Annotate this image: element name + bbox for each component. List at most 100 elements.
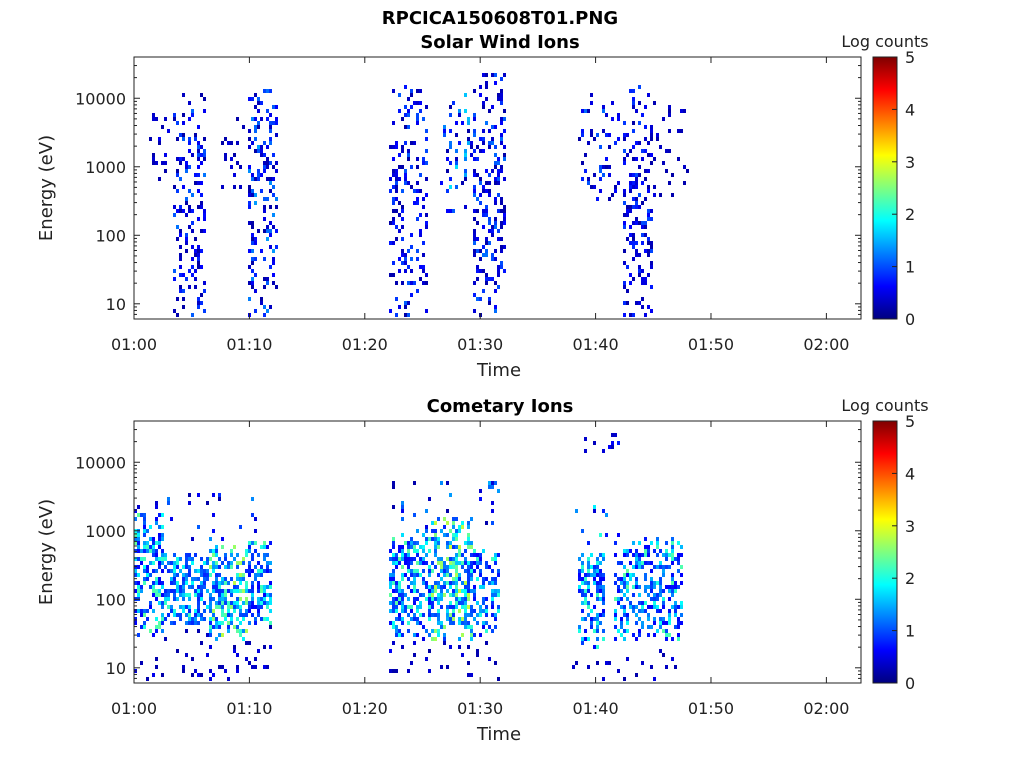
cometary-cell (656, 629, 659, 633)
cometary-cell (620, 577, 623, 581)
cometary-cell (167, 561, 170, 565)
solar-wind-cell (194, 249, 197, 253)
cometary-cell (653, 601, 656, 605)
solar-wind-cell (275, 121, 278, 125)
cometary-cell (395, 609, 398, 613)
solar-wind-cell (491, 73, 494, 77)
cometary-cell (671, 593, 674, 597)
cometary-cell (470, 553, 473, 557)
cometary-cell (596, 589, 599, 593)
solar-wind-cell (500, 201, 503, 205)
solar-wind-cell (485, 121, 488, 125)
solar-wind-cell (395, 173, 398, 177)
solar-wind-cell (581, 133, 584, 137)
cometary-cell (158, 557, 161, 561)
cometary-cell (614, 637, 617, 641)
cometary-cell (158, 589, 161, 593)
solar-wind-cell (197, 253, 200, 257)
cometary-cell (266, 593, 269, 597)
solar-wind-cell (203, 213, 206, 217)
solar-wind-cell (392, 173, 395, 177)
solar-wind-cell (407, 125, 410, 129)
solar-wind-cell (503, 245, 506, 249)
solar-wind-cell (203, 97, 206, 101)
cometary-cell (494, 581, 497, 585)
cometary-cell (446, 617, 449, 621)
solar-wind-cell (407, 157, 410, 161)
cometary-cell (605, 661, 608, 665)
cometary-cell (248, 589, 251, 593)
cometary-cell (233, 625, 236, 629)
solar-wind-cell (488, 109, 491, 113)
cometary-cell (434, 637, 437, 641)
cometary-cell (152, 569, 155, 573)
solar-wind-cell (488, 217, 491, 221)
solar-wind-cell (671, 193, 674, 197)
solar-wind-cell (404, 181, 407, 185)
solar-wind-cell (458, 141, 461, 145)
cometary-cell (677, 553, 680, 557)
cometary-cell (209, 677, 212, 681)
cometary-cell (467, 593, 470, 597)
figure-title: RPCICA150608T01.PNG (382, 8, 618, 29)
solar-wind-cell (638, 265, 641, 269)
solar-wind-cell (488, 241, 491, 245)
solar-wind-cell (647, 273, 650, 277)
cometary-cell (443, 569, 446, 573)
cometary-cell (155, 589, 158, 593)
solar-wind-cell (272, 105, 275, 109)
solar-wind-cell (197, 257, 200, 261)
solar-wind-cell (665, 149, 668, 153)
cometary-cell (395, 589, 398, 593)
cometary-cell (140, 549, 143, 553)
cometary-cell (446, 609, 449, 613)
cometary-cell (155, 549, 158, 553)
solar-wind-cell (635, 217, 638, 221)
cometary-colorbar-tick-label: 0 (905, 674, 915, 693)
cometary-cell (254, 657, 257, 661)
solar-wind-cell (191, 113, 194, 117)
cometary-cell (398, 545, 401, 549)
solar-wind-xlabel: Time (476, 360, 521, 381)
solar-wind-cell (626, 153, 629, 157)
cometary-cell (389, 601, 392, 605)
cometary-cell (653, 633, 656, 637)
cometary-cell (263, 585, 266, 589)
cometary-cell (134, 569, 137, 573)
solar-wind-cell (449, 161, 452, 165)
cometary-cell (203, 609, 206, 613)
solar-wind-cell (650, 261, 653, 265)
cometary-cell (398, 585, 401, 589)
cometary-cell (635, 621, 638, 625)
cometary-cell (149, 561, 152, 565)
cometary-cell (191, 585, 194, 589)
solar-wind-cell (635, 109, 638, 113)
cometary-cell (221, 633, 224, 637)
solar-wind-cell (401, 249, 404, 253)
solar-wind-cell (629, 273, 632, 277)
solar-wind-cell (404, 257, 407, 261)
cometary-cell (245, 613, 248, 617)
solar-wind-cell (203, 229, 206, 233)
solar-wind-cell (395, 209, 398, 213)
cometary-cell (227, 629, 230, 633)
cometary-cell (416, 569, 419, 573)
solar-wind-cell (233, 153, 236, 157)
cometary-cell (587, 557, 590, 561)
cometary-cell (593, 573, 596, 577)
cometary-cell (173, 609, 176, 613)
cometary-cell (395, 585, 398, 589)
solar-wind-cell (494, 201, 497, 205)
cometary-cell (149, 601, 152, 605)
cometary-cell (455, 537, 458, 541)
solar-wind-cell (248, 201, 251, 205)
cometary-cell (473, 553, 476, 557)
solar-wind-cell (491, 125, 494, 129)
solar-wind-cell (455, 157, 458, 161)
cometary-cell (251, 553, 254, 557)
cometary-cell (458, 609, 461, 613)
solar-wind-cell (677, 129, 680, 133)
solar-wind-cell (269, 233, 272, 237)
cometary-cell (584, 629, 587, 633)
cometary-cell (233, 545, 236, 549)
